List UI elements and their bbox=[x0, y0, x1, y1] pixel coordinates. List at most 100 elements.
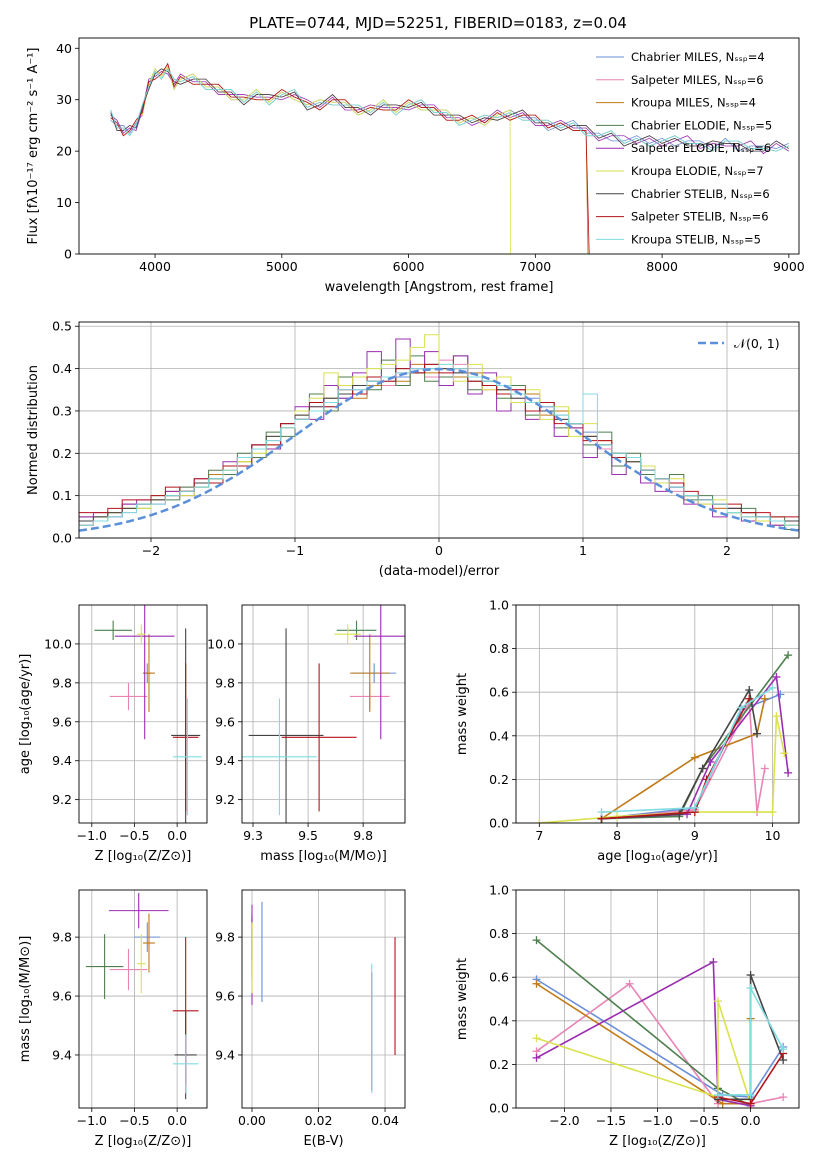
y-tick-label: 0 bbox=[64, 247, 72, 262]
panel-spectrum: 4000 5000 6000 7000 8000 9000 0 10 20 30 40 wavelen… bbox=[26, 37, 805, 295]
weight-line bbox=[536, 960, 751, 1107]
x-tick-label: 0.04 bbox=[371, 1113, 399, 1128]
y-axis-label: Flux [fλ10⁻¹⁷ erg cm⁻² s⁻¹ A⁻¹] bbox=[26, 48, 41, 245]
panel-weight-vs-age: 7 8 9 10 0.0 0.2 0.4 0.6 0.8 1.0 age [log₁₀(age/yr… bbox=[455, 598, 800, 864]
x-tick-label: 2 bbox=[723, 543, 731, 558]
x-axis-label: Z [log₁₀(Z/Z⊙)] bbox=[609, 1134, 706, 1149]
weight-line bbox=[536, 1000, 752, 1104]
x-tick-label: 9.5 bbox=[298, 828, 318, 843]
y-tick-label: 40 bbox=[56, 41, 72, 56]
x-tick-label: 0.02 bbox=[305, 1113, 333, 1128]
y-tick-label: 9.4 bbox=[215, 753, 235, 768]
y-axis-label: mass weight bbox=[455, 673, 470, 755]
y-tick-label: 9.4 bbox=[52, 753, 72, 768]
legend-entry: Salpeter STELIB, Nₛₛₚ=6 bbox=[631, 210, 769, 224]
x-tick-label: 0 bbox=[435, 543, 443, 558]
legend-entry: Kroupa STELIB, Nₛₛₚ=5 bbox=[631, 232, 761, 246]
y-tick-label: 20 bbox=[56, 144, 72, 159]
panel-age-vs-Z: −1.0 −0.5 0.0 9.2 9.4 9.6 9.8 10.0 Z [log₁₀(Z/Z⊙… bbox=[18, 604, 208, 864]
spectrum-line bbox=[110, 68, 790, 152]
axes-frame bbox=[78, 604, 208, 824]
x-axis-label: Z [log₁₀(Z/Z⊙)] bbox=[95, 849, 192, 864]
legend-entry: Kroupa ELODIE, Nₛₛₚ=7 bbox=[631, 164, 764, 178]
panel-mass-vs-ebv: 0.00 0.02 0.04 9.4 9.6 9.8 E(B-V) bbox=[215, 889, 406, 1149]
x-tick-label: 4000 bbox=[139, 259, 171, 274]
panel-age-vs-mass: 9.3 9.5 9.8 9.2 9.4 9.6 9.8 10.0 mass [log₁₀(M/M… bbox=[207, 604, 406, 864]
weight-line bbox=[539, 716, 786, 823]
x-tick-label: 8 bbox=[613, 828, 621, 843]
y-axis-label: mass weight bbox=[455, 958, 470, 1040]
weight-line bbox=[536, 978, 784, 1098]
y-axis-label: age [log₁₀(age/yr)] bbox=[18, 654, 33, 775]
y-tick-label: 0.3 bbox=[52, 403, 72, 418]
x-tick-label: −0.5 bbox=[689, 1113, 719, 1128]
x-tick-label: −1 bbox=[286, 543, 304, 558]
panel-mass-vs-Z: −1.0 −0.5 0.0 9.4 9.6 9.8 Z [log₁₀(Z/Z⊙)] mass … bbox=[18, 889, 208, 1149]
y-tick-label: 9.8 bbox=[52, 930, 72, 945]
axes-frame bbox=[241, 604, 406, 824]
x-tick-label: 6000 bbox=[393, 259, 425, 274]
y-tick-label: 10 bbox=[56, 195, 72, 210]
y-tick-label: 0.2 bbox=[489, 1057, 509, 1072]
panel-residuals: −2 −1 0 1 2 0.0 0.1 0.2 0.3 0.4 0.5 (data-model)/er… bbox=[26, 319, 800, 579]
x-tick-label: 9.3 bbox=[243, 828, 263, 843]
y-tick-label: 0.2 bbox=[489, 772, 509, 787]
x-tick-label: 5000 bbox=[266, 259, 298, 274]
plot-area bbox=[535, 651, 793, 823]
x-tick-label: 10 bbox=[765, 828, 781, 843]
y-tick-label: 9.6 bbox=[215, 989, 235, 1004]
x-tick-label: 9000 bbox=[773, 259, 805, 274]
y-tick-label: 0.1 bbox=[52, 488, 72, 503]
axes-frame bbox=[515, 604, 800, 824]
y-tick-label: 0.0 bbox=[52, 531, 72, 546]
x-tick-label: 1 bbox=[579, 543, 587, 558]
y-tick-label: 9.6 bbox=[52, 989, 72, 1004]
axes-frame bbox=[515, 889, 800, 1109]
weight-line bbox=[601, 698, 766, 820]
y-tick-label: 9.6 bbox=[52, 714, 72, 729]
y-tick-label: 1.0 bbox=[489, 883, 509, 898]
plot-area bbox=[110, 62, 790, 254]
y-tick-label: 9.8 bbox=[52, 675, 72, 690]
legend-entry: Chabrier ELODIE, Nₛₛₚ=5 bbox=[631, 118, 772, 132]
x-tick-label: 0.0 bbox=[167, 828, 187, 843]
y-tick-label: 9.8 bbox=[215, 930, 235, 945]
y-axis-label: mass [log₁₀(M/M⊙)] bbox=[18, 936, 33, 1063]
y-tick-label: 30 bbox=[56, 92, 72, 107]
x-tick-label: −2.0 bbox=[549, 1113, 579, 1128]
legend-entry: Salpeter MILES, Nₛₛₚ=6 bbox=[631, 73, 764, 87]
y-tick-label: 0.8 bbox=[489, 641, 509, 656]
weight-line bbox=[601, 698, 750, 820]
legend-entry: Salpeter ELODIE, Nₛₛₚ=6 bbox=[631, 141, 771, 155]
legend-entry: Chabrier STELIB, Nₛₛₚ=6 bbox=[631, 187, 770, 201]
y-tick-label: 10.0 bbox=[44, 636, 72, 651]
y-tick-label: 9.2 bbox=[52, 792, 72, 807]
y-tick-label: 0.6 bbox=[489, 685, 509, 700]
legend-entry: Kroupa MILES, Nₛₛₚ=4 bbox=[631, 96, 756, 110]
x-tick-label: −1.5 bbox=[596, 1113, 626, 1128]
plot-area bbox=[242, 605, 405, 823]
y-tick-label: 0.4 bbox=[489, 728, 509, 743]
x-tick-label: 9.8 bbox=[353, 828, 373, 843]
y-tick-label: 9.8 bbox=[215, 675, 235, 690]
y-tick-label: 0.8 bbox=[489, 926, 509, 941]
axes-frame bbox=[78, 889, 208, 1109]
plot-area bbox=[94, 605, 202, 823]
y-tick-label: 0.6 bbox=[489, 970, 509, 985]
spectrum-line bbox=[141, 65, 512, 254]
axes-frame bbox=[78, 37, 800, 255]
gaussian-curve bbox=[79, 367, 799, 532]
x-tick-label: 7000 bbox=[519, 259, 551, 274]
y-axis-label: Normed distribution bbox=[26, 365, 41, 495]
y-tick-label: 9.2 bbox=[215, 792, 235, 807]
y-tick-label: 0.4 bbox=[52, 361, 72, 376]
legend-entry: 𝒩(0, 1) bbox=[734, 336, 780, 351]
axes-frame bbox=[78, 321, 800, 539]
x-tick-label: 7 bbox=[535, 828, 543, 843]
spectrum-line bbox=[110, 68, 790, 152]
x-axis-label: age [log₁₀(age/yr)] bbox=[597, 849, 718, 864]
panels: 4000 5000 6000 7000 8000 9000010203040wavelen… bbox=[18, 37, 805, 1149]
panel-weight-vs-Z: −2.0 −1.5 −1.0 −0.5 0.0 0.0 0.2 0.4 0.6 0.8 1.0 Z [… bbox=[455, 883, 800, 1149]
x-axis-label: E(B-V) bbox=[303, 1134, 343, 1149]
